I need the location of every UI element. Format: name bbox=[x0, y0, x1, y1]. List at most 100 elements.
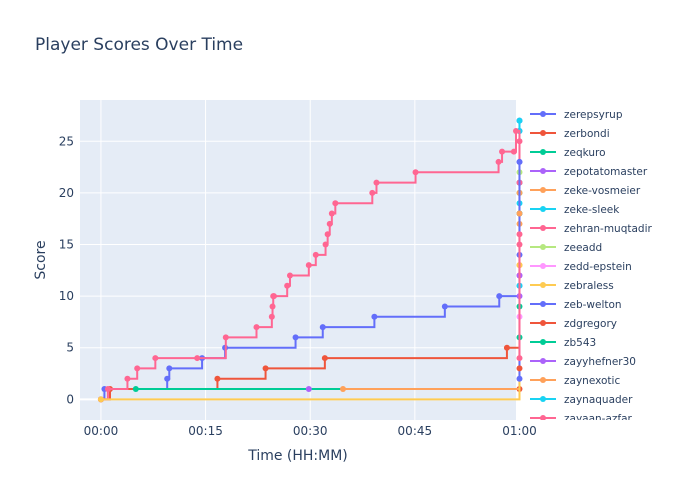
series-zayaan-azfar bbox=[516, 231, 523, 362]
legend-item-zerepsyrup[interactable]: zerepsyrup bbox=[530, 109, 623, 121]
legend-swatch-marker bbox=[540, 168, 546, 174]
data-point-zdgregory bbox=[516, 365, 523, 372]
data-point-zehran-muqtadir bbox=[513, 127, 519, 134]
series-zaynexotic bbox=[516, 210, 523, 217]
data-point-zeb-welton bbox=[516, 158, 523, 165]
data-point-zeb-welton bbox=[516, 375, 523, 382]
legend-swatch-marker bbox=[540, 149, 546, 155]
y-tick-labels: 0 5 10 15 20 25 bbox=[59, 134, 74, 406]
data-point-zerepsyrup bbox=[441, 303, 448, 310]
y-tick-label: 20 bbox=[59, 186, 74, 200]
data-point-zehran-muqtadir bbox=[124, 375, 131, 382]
data-point-zeke-sleek bbox=[516, 117, 523, 124]
legend-label: zeqkuro bbox=[564, 147, 606, 159]
data-point-zerbondi bbox=[214, 375, 221, 382]
legend-item-zeqkuro[interactable]: zeqkuro bbox=[530, 147, 606, 159]
x-axis-title: Time (HH:MM) bbox=[247, 448, 348, 464]
data-point-zehran-muqtadir bbox=[268, 313, 275, 320]
legend-item-zehran-muqtadir[interactable]: zehran-muqtadir bbox=[530, 223, 653, 235]
x-tick-label: 00:45 bbox=[398, 424, 433, 438]
data-point-zepotatomaster bbox=[305, 386, 312, 393]
series-layer bbox=[97, 117, 523, 403]
y-tick-label: 25 bbox=[59, 134, 74, 148]
y-tick-label: 5 bbox=[66, 341, 74, 355]
data-point-zehran-muqtadir bbox=[412, 169, 419, 176]
legend-swatch-marker bbox=[540, 206, 546, 212]
data-point-zerepsyrup bbox=[164, 375, 171, 382]
legend-item-zaynexotic[interactable]: zaynexotic bbox=[530, 375, 620, 387]
legend-item-zayyhefner30[interactable]: zayyhefner30 bbox=[530, 356, 636, 368]
legend-label: zepotatomaster bbox=[564, 166, 648, 178]
legend-swatch-marker bbox=[540, 244, 546, 250]
data-point-zehran-muqtadir bbox=[270, 293, 277, 300]
data-point-zehran-muqtadir bbox=[373, 179, 380, 186]
y-axis-title: Score bbox=[33, 240, 49, 279]
legend-item-zepotatomaster[interactable]: zepotatomaster bbox=[530, 166, 648, 178]
data-point-zehran-muqtadir bbox=[332, 200, 339, 207]
legend-label: zerepsyrup bbox=[564, 109, 623, 121]
series-zehran-muqtadir bbox=[97, 127, 523, 403]
data-point-zerepsyrup bbox=[166, 365, 173, 372]
legend-item-zayaan-azfar[interactable]: zayaan-azfar bbox=[530, 413, 633, 425]
plot-background bbox=[80, 100, 516, 420]
series-zepotatomaster bbox=[305, 386, 312, 393]
legend-label: zaynexotic bbox=[564, 375, 620, 387]
legend-label: zeke-sleek bbox=[564, 204, 620, 216]
legend-swatch-marker bbox=[540, 358, 546, 364]
y-tick-label: 0 bbox=[66, 392, 74, 406]
legend-item-zebraless[interactable]: zebraless bbox=[530, 280, 614, 292]
data-point-zehran-muqtadir bbox=[305, 262, 312, 269]
x-tick-label: 00:15 bbox=[188, 424, 223, 438]
data-point-zehran-muqtadir bbox=[286, 272, 293, 279]
data-point-zehran-muqtadir bbox=[284, 282, 291, 289]
data-point-zehran-muqtadir bbox=[322, 241, 329, 248]
legend[interactable]: zerepsyrup zerbondi zeqkuro zepotatomaster z… bbox=[530, 109, 653, 425]
chart-title: Player Scores Over Time bbox=[35, 35, 243, 55]
legend-swatch-marker bbox=[540, 282, 546, 288]
legend-label: zeb-welton bbox=[564, 299, 622, 311]
data-point-zehran-muqtadir bbox=[510, 148, 517, 155]
legend-swatch-marker bbox=[540, 130, 546, 136]
data-point-zayaan-azfar bbox=[516, 355, 523, 362]
legend-item-zeeadd[interactable]: zeeadd bbox=[530, 242, 602, 254]
data-point-zeke-vosmeier bbox=[339, 386, 346, 393]
legend-swatch-marker bbox=[540, 320, 546, 326]
legend-label: zayaan-azfar bbox=[564, 413, 633, 425]
data-point-zebraless bbox=[97, 396, 104, 403]
legend-label: zehran-muqtadir bbox=[564, 223, 653, 235]
data-point-zehran-muqtadir bbox=[194, 355, 201, 362]
legend-item-zeb-welton[interactable]: zeb-welton bbox=[530, 299, 622, 311]
y-tick-label: 15 bbox=[59, 238, 74, 252]
x-tick-label: 00:30 bbox=[293, 424, 328, 438]
legend-swatch-marker bbox=[540, 225, 546, 231]
legend-item-zaynaquader[interactable]: zaynaquader bbox=[530, 394, 633, 406]
data-point-zehran-muqtadir bbox=[222, 334, 229, 341]
x-tick-label: 00:00 bbox=[84, 424, 119, 438]
legend-label: zayyhefner30 bbox=[564, 356, 636, 368]
legend-swatch-marker bbox=[540, 263, 546, 269]
legend-label: zeeadd bbox=[564, 242, 602, 254]
data-point-zerepsyrup bbox=[292, 334, 299, 341]
data-point-zehran-muqtadir bbox=[326, 220, 333, 227]
data-point-zehran-muqtadir bbox=[516, 138, 523, 145]
data-point-zehran-muqtadir bbox=[152, 355, 159, 362]
data-point-zehran-muqtadir bbox=[324, 231, 331, 238]
legend-item-zedd-epstein[interactable]: zedd-epstein bbox=[530, 261, 632, 273]
data-point-zehran-muqtadir bbox=[369, 189, 376, 196]
legend-item-zdgregory[interactable]: zdgregory bbox=[530, 318, 617, 330]
data-point-zerbondi bbox=[262, 365, 269, 372]
data-point-zehran-muqtadir bbox=[104, 386, 111, 393]
legend-item-zerbondi[interactable]: zerbondi bbox=[530, 128, 610, 140]
legend-swatch-marker bbox=[540, 111, 546, 117]
legend-label: zeke-vosmeier bbox=[564, 185, 641, 197]
legend-item-zeke-sleek[interactable]: zeke-sleek bbox=[530, 204, 620, 216]
data-point-zayaan-azfar bbox=[516, 231, 523, 238]
legend-label: zb543 bbox=[564, 337, 596, 349]
legend-item-zeke-vosmeier[interactable]: zeke-vosmeier bbox=[530, 185, 641, 197]
x-tick-labels: 00:00 00:15 00:30 00:45 01:00 bbox=[84, 424, 537, 438]
series-zdgregory bbox=[516, 365, 523, 372]
data-point-zerepsyrup bbox=[496, 293, 503, 300]
legend-item-zb543[interactable]: zb543 bbox=[530, 337, 596, 349]
data-point-zeqkuro bbox=[132, 386, 139, 393]
